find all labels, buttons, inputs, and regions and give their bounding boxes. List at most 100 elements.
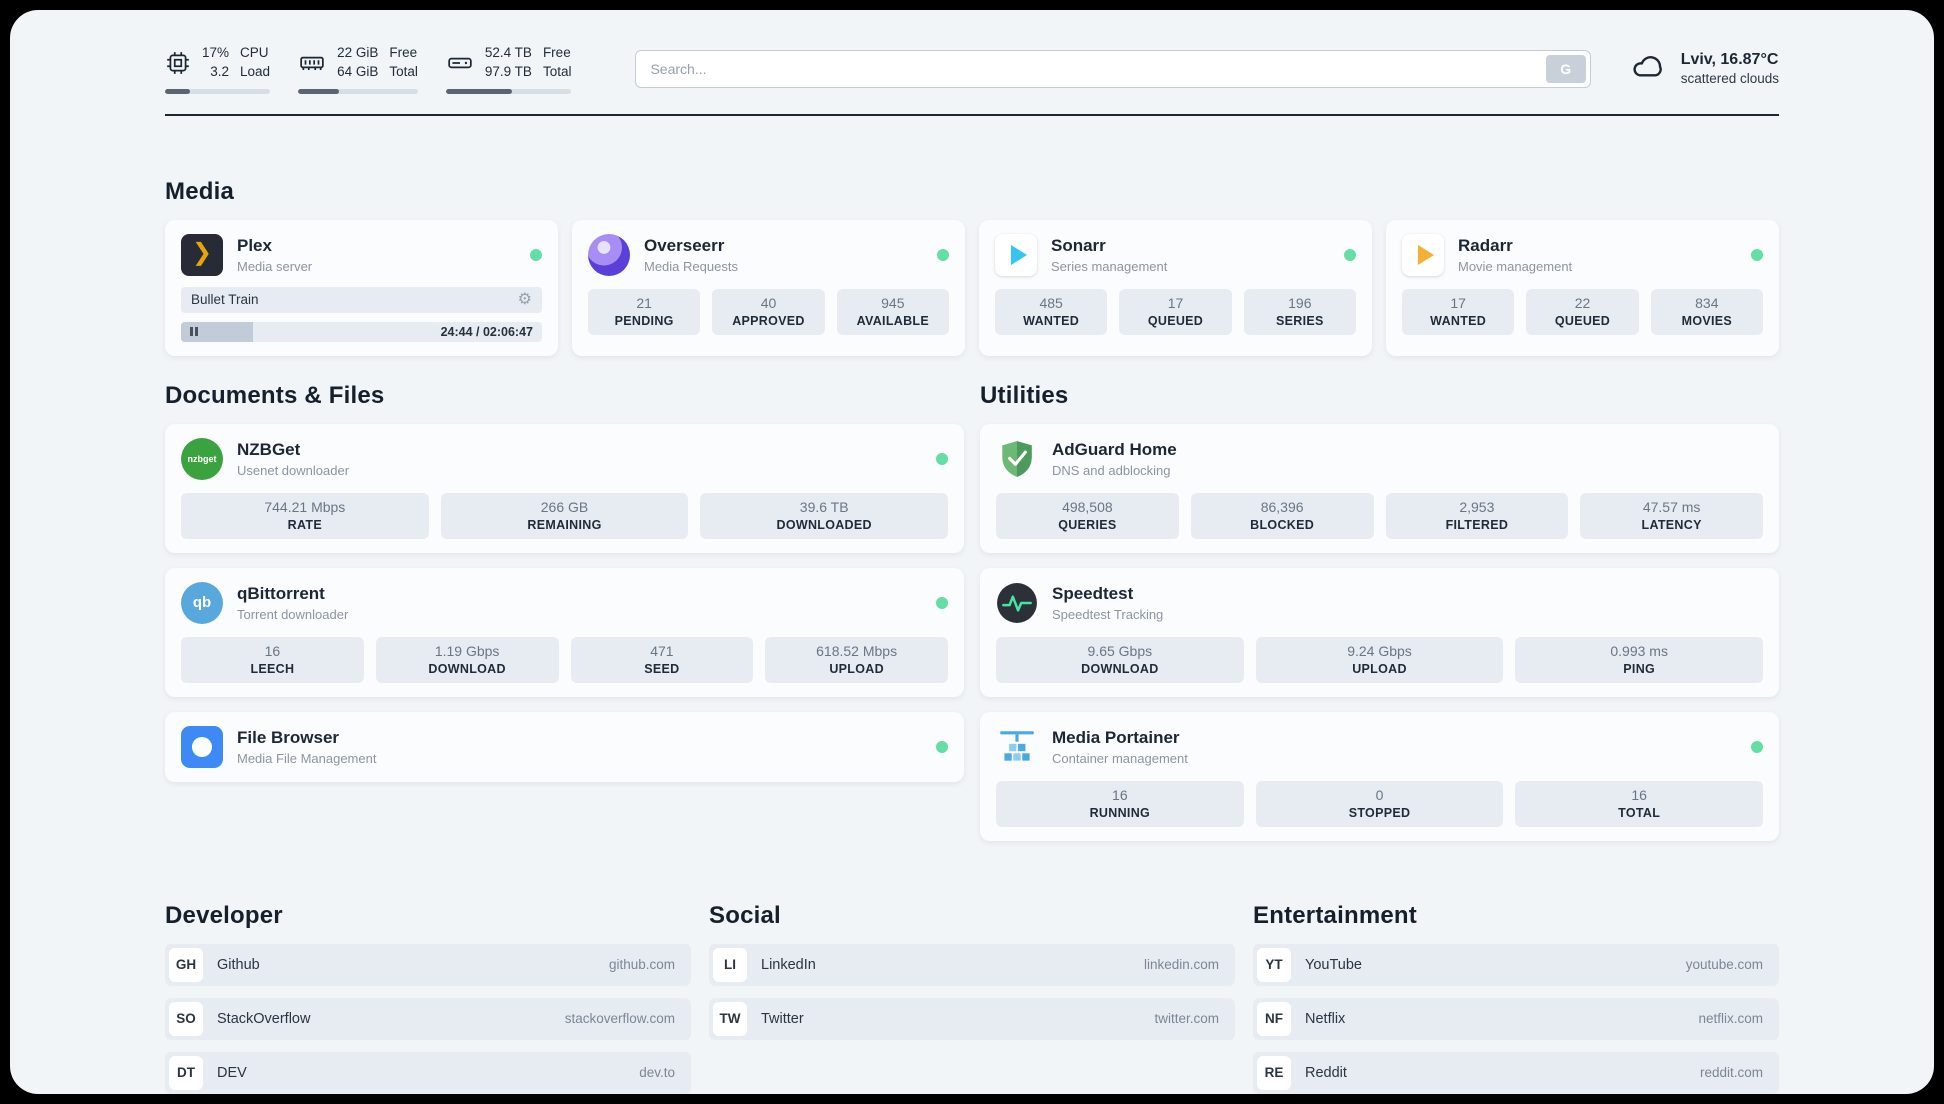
pause-icon[interactable] <box>190 322 198 342</box>
stat-remaining: 266 GB REMAINING <box>440 492 689 539</box>
section-title-entertainment: Entertainment <box>1253 901 1417 929</box>
bookmark-stackoverflow[interactable]: SO StackOverflow stackoverflow.com <box>165 997 691 1040</box>
section-title-developer: Developer <box>165 901 283 929</box>
section-social: Social LI LinkedIn linkedin.com TW Twitter tw… <box>709 902 1235 1094</box>
app-card-radarr[interactable]: Radarr Movie management 17 WANTED 22 QUEUED… <box>1386 219 1779 356</box>
app-card-portainer[interactable]: Media Portainer Container management 16 R… <box>980 711 1779 841</box>
cpu-metric: 17% 3.2 CPU Load <box>165 44 271 94</box>
weather-location: Lviv, 16.87°C <box>1680 51 1779 69</box>
disk-metric: 52.4 TB 97.9 TB Free Total <box>445 44 572 94</box>
app-name: Sonarr <box>1051 235 1106 255</box>
app-card-overseerr[interactable]: Overseerr Media Requests 21 PENDING 40 APPR… <box>572 219 965 356</box>
bookmark-reddit[interactable]: RE Reddit reddit.com <box>1253 1051 1779 1094</box>
playback-progress-bar[interactable]: 24:44 / 02:06:47 <box>181 321 542 342</box>
bookmark-url: github.com <box>608 957 675 973</box>
ram-free-label: Free <box>389 45 418 60</box>
bookmark-abbr-icon: YT <box>1257 947 1291 982</box>
bookmark-name: DEV <box>217 1064 247 1081</box>
disk-total-value: 97.9 TB <box>484 63 532 79</box>
bookmark-abbr-icon: DT <box>169 1055 203 1090</box>
stat-upload: 618.52 Mbps UPLOAD <box>765 636 948 683</box>
weather-condition: scattered clouds <box>1680 71 1779 87</box>
stat-download: 1.19 Gbps DOWNLOAD <box>375 636 559 683</box>
status-dot <box>1751 740 1763 753</box>
ram-total-value: 64 GiB <box>337 63 379 79</box>
bookmark-youtube[interactable]: YT YouTube youtube.com <box>1253 943 1779 986</box>
bookmark-github[interactable]: GH Github github.com <box>165 943 691 986</box>
ram-progress-bar <box>298 88 418 94</box>
stat-downloaded: 39.6 TB DOWNLOADED <box>700 492 949 539</box>
status-dot <box>936 452 948 465</box>
adguard-shield-icon <box>996 438 1038 480</box>
app-card-qbittorrent[interactable]: qb qBittorrent Torrent downloader 16 LEEC… <box>165 567 964 697</box>
app-name: AdGuard Home <box>1052 439 1177 459</box>
bookmark-dev[interactable]: DT DEV dev.to <box>165 1051 691 1094</box>
bookmark-abbr-icon: TW <box>713 1001 747 1036</box>
stat-ping: 0.993 ms PING <box>1515 636 1764 683</box>
bookmark-name: StackOverflow <box>217 1010 311 1027</box>
bookmark-name: Reddit <box>1305 1064 1347 1081</box>
status-dot <box>530 248 542 261</box>
bookmark-netflix[interactable]: NF Netflix netflix.com <box>1253 997 1779 1040</box>
stat-seed: 471 SEED <box>570 636 754 683</box>
cpu-chip-icon <box>165 50 191 76</box>
section-title-social: Social <box>709 901 781 929</box>
section-developer: Developer GH Github github.com SO StackOverf… <box>165 902 691 1094</box>
app-subtitle: Series management <box>1051 258 1168 274</box>
stat-queued: 17 QUEUED <box>1119 288 1232 335</box>
app-subtitle: Torrent downloader <box>237 606 349 622</box>
stat-blocked: 86,396 BLOCKED <box>1190 492 1374 539</box>
ram-icon <box>298 50 326 76</box>
disk-free-value: 52.4 TB <box>484 45 532 60</box>
bookmark-name: LinkedIn <box>761 956 816 973</box>
app-subtitle: Media server <box>237 258 313 274</box>
section-title-media: Media <box>165 177 235 205</box>
app-card-filebrowser[interactable]: File Browser Media File Management <box>165 711 964 782</box>
cpu-percent: 17% <box>202 45 230 60</box>
disk-total-label: Total <box>542 63 572 79</box>
app-subtitle: DNS and adblocking <box>1052 462 1171 478</box>
stat-wanted: 17 WANTED <box>1402 288 1515 335</box>
stat-upload: 9.24 Gbps UPLOAD <box>1255 636 1504 683</box>
nzbget-icon: nzbget <box>181 437 223 480</box>
cpu-progress-bar <box>165 88 271 94</box>
bookmark-twitter[interactable]: TW Twitter twitter.com <box>709 997 1235 1040</box>
app-card-speedtest[interactable]: Speedtest Speedtest Tracking 9.65 Gbps DO… <box>980 567 1779 697</box>
section-title-utilities: Utilities <box>980 381 1069 409</box>
app-card-nzbget[interactable]: nzbget NZBGet Usenet downloader 744.21 M… <box>165 423 964 553</box>
bookmark-abbr-icon: RE <box>1257 1055 1291 1090</box>
stat-available: 945 AVAILABLE <box>836 288 949 335</box>
qbittorrent-icon: qb <box>181 581 223 624</box>
stat-queued: 22 QUEUED <box>1526 288 1639 335</box>
app-card-adguard[interactable]: AdGuard Home DNS and adblocking 498,508 Q… <box>980 423 1779 553</box>
app-name: Speedtest <box>1052 583 1134 603</box>
gear-icon[interactable]: ⚙ <box>517 290 532 308</box>
app-subtitle: Speedtest Tracking <box>1052 606 1164 622</box>
bookmark-url: linkedin.com <box>1143 957 1219 973</box>
section-utilities: Utilities AdGuard Home DNS and adblockin… <box>980 382 1779 856</box>
bookmark-linkedin[interactable]: LI LinkedIn linkedin.com <box>709 943 1235 986</box>
status-dot <box>936 596 948 609</box>
stat-running: 16 RUNNING <box>996 780 1244 827</box>
app-name: Radarr <box>1458 235 1513 255</box>
stat-queries: 498,508 QUERIES <box>996 492 1179 539</box>
overseerr-icon <box>588 233 630 276</box>
bookmark-url: stackoverflow.com <box>564 1011 675 1027</box>
app-name: NZBGet <box>237 439 301 459</box>
search-input[interactable] <box>635 49 1591 88</box>
search-provider-button[interactable]: G <box>1545 54 1586 83</box>
bookmark-name: Netflix <box>1305 1010 1346 1027</box>
app-card-plex[interactable]: ❯ Plex Media server Bullet Train ⚙ 24:44… <box>165 219 558 356</box>
app-subtitle: Media Requests <box>644 258 738 274</box>
stat-download: 9.65 Gbps DOWNLOAD <box>996 636 1244 683</box>
status-dot <box>1344 248 1356 261</box>
app-name: qBittorrent <box>237 583 325 603</box>
bookmark-name: Twitter <box>761 1010 804 1027</box>
bookmark-url: twitter.com <box>1154 1011 1219 1027</box>
app-name: Plex <box>237 235 272 255</box>
app-name: Overseerr <box>644 235 725 255</box>
app-card-sonarr[interactable]: Sonarr Series management 485 WANTED 17 QUEU… <box>979 219 1372 356</box>
stat-pending: 21 PENDING <box>588 288 701 335</box>
bookmark-name: YouTube <box>1305 956 1362 973</box>
stat-filtered: 2,953 FILTERED <box>1385 492 1569 539</box>
